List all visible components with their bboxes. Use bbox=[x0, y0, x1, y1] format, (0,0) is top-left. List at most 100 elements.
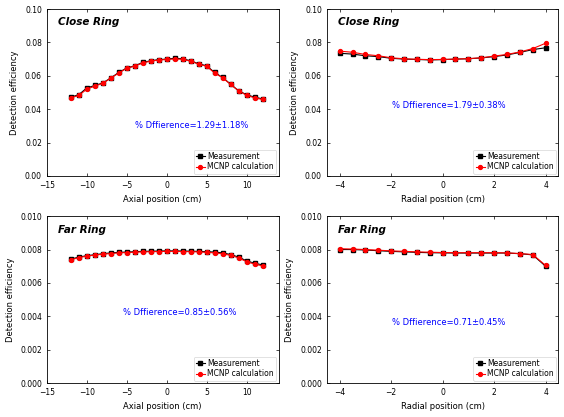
Measurement bbox=[212, 249, 218, 254]
MCNP calculation bbox=[491, 250, 497, 255]
MCNP calculation bbox=[336, 49, 343, 54]
MCNP calculation bbox=[530, 252, 536, 257]
Measurement bbox=[517, 50, 523, 55]
MCNP calculation bbox=[349, 50, 356, 55]
MCNP calculation bbox=[243, 259, 250, 264]
Measurement bbox=[139, 249, 146, 254]
MCNP calculation bbox=[504, 250, 510, 255]
MCNP calculation bbox=[68, 95, 74, 100]
Legend: Measurement, MCNP calculation: Measurement, MCNP calculation bbox=[474, 150, 556, 173]
MCNP calculation bbox=[259, 97, 266, 102]
Measurement bbox=[107, 75, 114, 80]
MCNP calculation bbox=[99, 81, 106, 86]
MCNP calculation bbox=[219, 251, 226, 256]
MCNP calculation bbox=[530, 46, 536, 51]
MCNP calculation bbox=[212, 70, 218, 75]
MCNP calculation bbox=[195, 62, 202, 67]
Line: Measurement: Measurement bbox=[338, 248, 548, 268]
MCNP calculation bbox=[76, 93, 82, 98]
Measurement bbox=[478, 55, 484, 60]
Line: Measurement: Measurement bbox=[69, 249, 265, 267]
Measurement bbox=[179, 56, 186, 61]
MCNP calculation bbox=[131, 250, 138, 255]
MCNP calculation bbox=[375, 53, 382, 58]
Legend: Measurement, MCNP calculation: Measurement, MCNP calculation bbox=[193, 150, 276, 173]
MCNP calculation bbox=[413, 57, 420, 62]
Measurement bbox=[387, 249, 394, 254]
MCNP calculation bbox=[478, 250, 484, 255]
X-axis label: Axial position (cm): Axial position (cm) bbox=[124, 402, 202, 412]
Measurement bbox=[171, 249, 178, 254]
Measurement bbox=[107, 250, 114, 255]
MCNP calculation bbox=[124, 250, 130, 255]
Measurement bbox=[83, 253, 90, 258]
Measurement bbox=[400, 57, 407, 62]
Measurement bbox=[155, 57, 162, 62]
Measurement bbox=[131, 63, 138, 68]
Measurement bbox=[491, 251, 497, 256]
Measurement bbox=[504, 53, 510, 58]
Measurement bbox=[478, 251, 484, 256]
Measurement bbox=[235, 88, 242, 93]
Measurement bbox=[219, 250, 226, 255]
MCNP calculation bbox=[147, 249, 154, 254]
Measurement bbox=[413, 57, 420, 62]
Measurement bbox=[68, 95, 74, 100]
MCNP calculation bbox=[227, 253, 234, 258]
MCNP calculation bbox=[542, 263, 549, 268]
MCNP calculation bbox=[155, 249, 162, 254]
MCNP calculation bbox=[452, 57, 459, 62]
Measurement bbox=[187, 249, 194, 254]
Measurement bbox=[400, 249, 407, 254]
MCNP calculation bbox=[426, 57, 433, 62]
Legend: Measurement, MCNP calculation: Measurement, MCNP calculation bbox=[193, 357, 276, 381]
Measurement bbox=[203, 63, 210, 68]
MCNP calculation bbox=[83, 254, 90, 259]
MCNP calculation bbox=[542, 41, 549, 46]
Measurement bbox=[336, 51, 343, 56]
Measurement bbox=[530, 252, 536, 257]
Measurement bbox=[259, 96, 266, 101]
MCNP calculation bbox=[124, 66, 130, 71]
MCNP calculation bbox=[362, 52, 369, 57]
MCNP calculation bbox=[116, 250, 122, 255]
MCNP calculation bbox=[491, 54, 497, 59]
Measurement bbox=[243, 259, 250, 264]
Measurement bbox=[212, 70, 218, 75]
MCNP calculation bbox=[179, 249, 186, 254]
Measurement bbox=[426, 250, 433, 255]
Measurement bbox=[542, 45, 549, 50]
Measurement bbox=[227, 82, 234, 87]
Measurement bbox=[164, 249, 170, 254]
Measurement bbox=[375, 248, 382, 253]
Text: Far Ring: Far Ring bbox=[338, 224, 386, 234]
Measurement bbox=[219, 75, 226, 80]
MCNP calculation bbox=[517, 50, 523, 55]
MCNP calculation bbox=[83, 87, 90, 92]
Measurement bbox=[336, 247, 343, 252]
Measurement bbox=[375, 54, 382, 59]
Measurement bbox=[426, 58, 433, 63]
Text: % Dffierence=0.71±0.45%: % Dffierence=0.71±0.45% bbox=[391, 319, 505, 327]
Measurement bbox=[362, 248, 369, 253]
Text: Far Ring: Far Ring bbox=[59, 224, 106, 234]
Y-axis label: Detection efficiency: Detection efficiency bbox=[290, 50, 299, 135]
MCNP calculation bbox=[426, 250, 433, 255]
MCNP calculation bbox=[362, 247, 369, 252]
Measurement bbox=[187, 58, 194, 63]
MCNP calculation bbox=[155, 58, 162, 63]
Text: Close Ring: Close Ring bbox=[59, 18, 120, 28]
MCNP calculation bbox=[478, 55, 484, 60]
MCNP calculation bbox=[187, 59, 194, 64]
Measurement bbox=[530, 47, 536, 52]
Measurement bbox=[91, 83, 98, 88]
MCNP calculation bbox=[504, 52, 510, 57]
MCNP calculation bbox=[465, 56, 472, 61]
Measurement bbox=[91, 252, 98, 257]
Y-axis label: Detection efficiency: Detection efficiency bbox=[10, 50, 19, 135]
MCNP calculation bbox=[179, 57, 186, 62]
Measurement bbox=[504, 251, 510, 256]
MCNP calculation bbox=[387, 249, 394, 254]
Measurement bbox=[413, 250, 420, 255]
MCNP calculation bbox=[107, 251, 114, 256]
